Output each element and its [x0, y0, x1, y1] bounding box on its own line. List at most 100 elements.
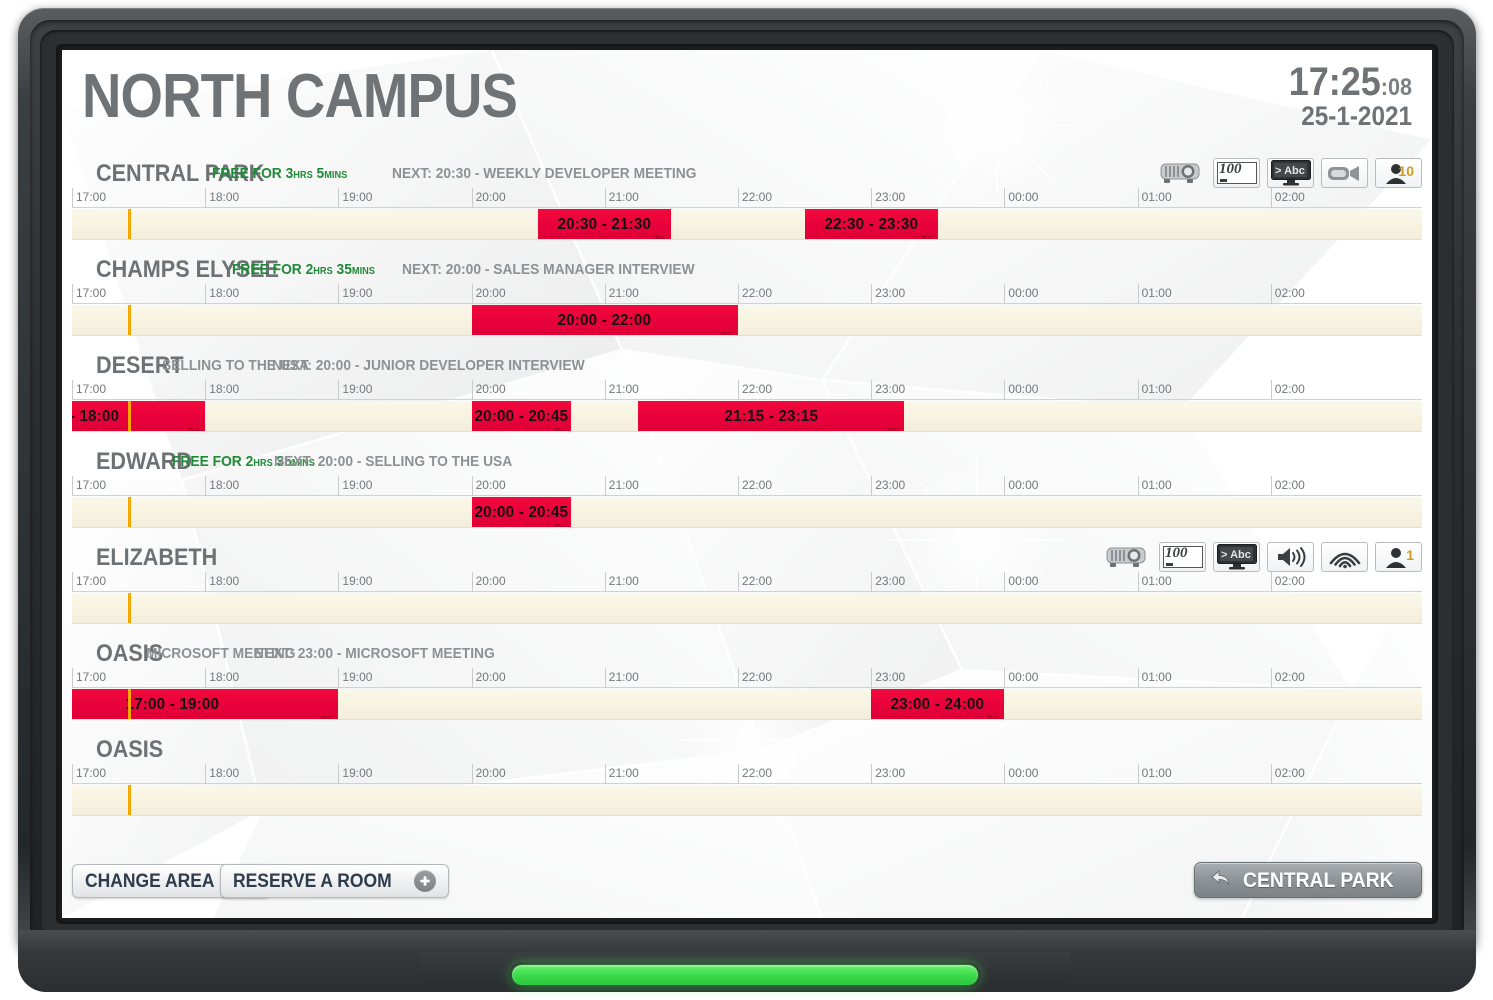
timeline-tick: 19:00 [338, 476, 372, 496]
timeline-track[interactable]: 20:30 - 21:30 22:30 - 23:30 [72, 209, 1422, 240]
timeline-tick: 00:00 [1004, 476, 1038, 496]
room-free-text: FREE FOR 3HRS 5MINS [212, 165, 348, 182]
timeline-tick: 01:00 [1137, 284, 1172, 304]
room-row[interactable]: OASIS MICROSOFT MEETING NEXT: 23:00 - MICR… [62, 642, 1432, 738]
timeline-track[interactable]: 20:00 - 20:45 [72, 497, 1422, 528]
back-to-room-button[interactable]: CENTRAL PARK [1194, 862, 1422, 898]
room-next-meeting: NEXT: 20:00 - SALES MANAGER INTERVIEW [402, 261, 695, 278]
timeline-tick: 02:00 [1270, 764, 1305, 784]
page-title: NORTH CAMPUS [82, 62, 518, 131]
attendees-icon [720, 322, 734, 335]
attendees-icon [320, 706, 334, 719]
reserve-room-button[interactable]: RESERVE A ROOM [220, 864, 450, 898]
timeline-tick: 20:00 [471, 476, 506, 496]
booking-label: 22:30 - 23:30 [824, 216, 919, 233]
room-free-text: FREE FOR 2HRS 35MINS [232, 261, 375, 278]
room-current-meeting: SELLING TO THE USA [162, 357, 309, 374]
clock-hhmm: 17:25 [1288, 60, 1381, 104]
room-status: FREE FOR 2HRS 35MINS [232, 262, 375, 277]
room-name: CHAMPS ELYSEE [96, 256, 279, 283]
timeline-axis: 17:00 18:00 19:00 20:00 21:00 22:00 23:00 00:00… [72, 188, 1422, 208]
room-row[interactable]: EDWARD FREE FOR 2HRS 35MINS NEXT: 20:00 - … [62, 450, 1432, 546]
timeline-tick: 21:00 [604, 284, 639, 304]
timeline-tick: 18:00 [205, 476, 239, 496]
booking-block[interactable]: 22:30 - 23:30 [804, 209, 938, 239]
timeline-tick: 21:00 [604, 764, 639, 784]
timeline-tick: 02:00 [1270, 476, 1305, 496]
capacity-number: 1 [1406, 547, 1414, 563]
timeline-axis: 17:00 18:00 19:00 20:00 21:00 22:00 23:00 00:00… [72, 476, 1422, 496]
room-free-mins-unit: MINS [291, 458, 315, 469]
room-name: ELIZABETH [96, 544, 218, 571]
timeline-track[interactable] [72, 785, 1422, 816]
booking-block[interactable]: 21:15 - 23:15 [638, 401, 905, 431]
timeline-tick: 21:00 [604, 476, 639, 496]
timeline-track[interactable]: 17:00 - 19:00 23:00 - 24:00 [72, 689, 1422, 720]
room-name: OASIS [96, 736, 164, 763]
timeline-tick: 23:00 [871, 284, 905, 304]
room-header: EDWARD FREE FOR 2HRS 35MINS NEXT: 20:00 - … [62, 450, 1432, 476]
room-row[interactable]: DESERT SELLING TO THE USA NEXT: 20:00 - JU… [62, 354, 1432, 450]
timeline-tick: 17:00 [72, 380, 106, 400]
timeline-tick: 18:00 [205, 380, 239, 400]
room-free-hours-unit: HRS [293, 170, 313, 181]
display-text: > Abc [1221, 549, 1251, 561]
room-header: ELIZABETH 100 > Abc [62, 542, 1432, 572]
room-name: EDWARD [96, 448, 193, 475]
timeline-tick: 21:00 [604, 188, 639, 208]
plus-icon [414, 870, 437, 892]
timeline-tick: 18:00 [205, 668, 239, 688]
timeline-tick: 00:00 [1004, 380, 1038, 400]
speaker-amenity [1267, 542, 1314, 572]
booking-block[interactable]: 23:00 - 24:00 [871, 689, 1005, 719]
clock-date: 25-1-2021 [1301, 101, 1412, 131]
timeline-tick: 19:00 [338, 380, 372, 400]
wifi-amenity [1321, 542, 1368, 572]
booking-block[interactable]: 17:00 - 19:00 [72, 689, 339, 719]
timeline-tick: 01:00 [1137, 188, 1172, 208]
timeline-tick: 01:00 [1137, 764, 1172, 784]
projector-amenity [1156, 158, 1206, 188]
timeline-axis: 17:00 18:00 19:00 20:00 21:00 22:00 23:00 00:00… [72, 284, 1422, 304]
booking-label: 20:00 - 20:45 [474, 504, 569, 521]
booking-block[interactable]: 20:00 - 20:45 [471, 401, 572, 431]
room-row[interactable]: CENTRAL PARK FREE FOR 3HRS 5MINS NEXT: 20:… [62, 158, 1432, 258]
booking-block[interactable]: 20:30 - 21:30 [538, 209, 672, 239]
current-time-indicator [127, 785, 131, 815]
booking-block[interactable]: 20:00 - 22:00 [471, 305, 738, 335]
timeline-tick: 23:00 [871, 380, 905, 400]
clock-time: 17:25:08 [1289, 62, 1412, 102]
timeline-tick: 23:00 [871, 764, 905, 784]
room-row[interactable]: OASIS 17:00 18:00 19:00 20:00 21:00 22:00 23:00… [62, 738, 1432, 834]
timeline-track[interactable]: 16:00 - 18:00 20:00 - 20:45 21:15 - 23:1… [72, 401, 1422, 432]
timeline-tick: 21:00 [604, 572, 639, 592]
timeline-tick: 20:00 [471, 668, 506, 688]
timeline-track[interactable]: 20:00 - 22:00 [72, 305, 1422, 336]
timeline-tick: 17:00 [72, 764, 106, 784]
current-time-indicator [127, 401, 131, 431]
room-header: OASIS MICROSOFT MEETING NEXT: 23:00 - MICR… [62, 642, 1432, 668]
booking-block[interactable]: 20:00 - 20:45 [471, 497, 572, 527]
timeline-tick: 01:00 [1137, 476, 1172, 496]
timeline-axis: 17:00 18:00 19:00 20:00 21:00 22:00 23:00 00:00… [72, 668, 1422, 688]
timeline-track[interactable] [72, 593, 1422, 624]
header: NORTH CAMPUS 17:25:08 25-1-2021 [62, 50, 1432, 160]
attendees-icon [920, 226, 934, 239]
room-name: DESERT [96, 352, 184, 379]
room-free-text: FREE FOR 2HRS 35MINS [172, 453, 315, 470]
projector-amenity [1102, 542, 1152, 572]
display-amenity: > Abc [1213, 542, 1260, 572]
clock: 17:25:08 25-1-2021 [1275, 62, 1412, 132]
amenity-list: 100 > Abc 1 [1102, 542, 1422, 572]
current-time-indicator [127, 593, 131, 623]
room-header: CHAMPS ELYSEE FREE FOR 2HRS 35MINS NEXT: 2… [62, 258, 1432, 284]
current-time-indicator [127, 209, 131, 239]
amenity-list: 100 > Abc 10 [1156, 158, 1422, 188]
timeline-tick: 01:00 [1137, 380, 1172, 400]
room-row[interactable]: ELIZABETH 100 > Abc [62, 542, 1432, 642]
background-artwork [62, 50, 1432, 918]
booking-block[interactable]: 16:00 - 18:00 [72, 401, 206, 431]
room-row[interactable]: CHAMPS ELYSEE FREE FOR 2HRS 35MINS NEXT: 2… [62, 258, 1432, 354]
room-status: FREE FOR 2HRS 35MINS [172, 454, 315, 469]
room-next-meeting: NEXT: 20:00 - SELLING TO THE USA [274, 453, 513, 470]
